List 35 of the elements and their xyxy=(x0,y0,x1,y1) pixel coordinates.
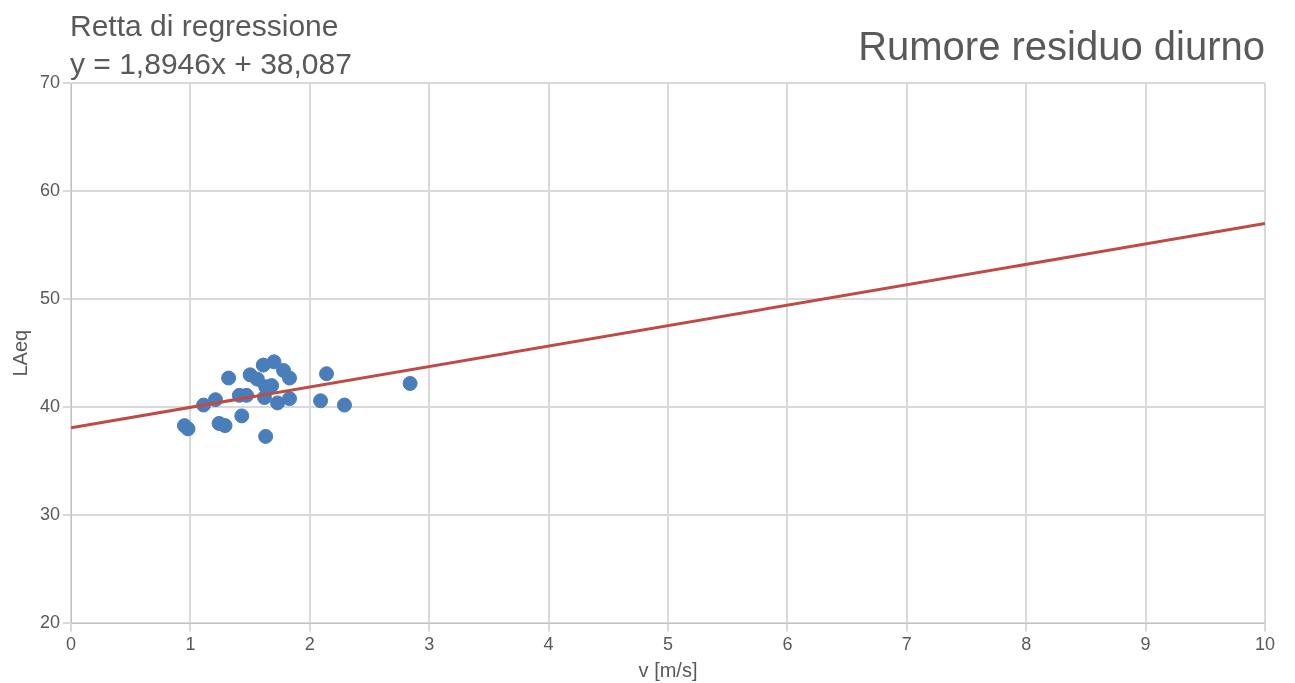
point xyxy=(258,428,274,444)
point xyxy=(270,395,286,411)
x-tick-label: 3 xyxy=(424,634,435,655)
x-tick-label: 7 xyxy=(901,634,912,655)
chart-title: Rumore residuo diurno xyxy=(858,24,1265,69)
y-tick-label: 60 xyxy=(39,180,61,201)
text: Retta di regressione xyxy=(70,9,339,42)
point xyxy=(217,418,233,434)
y-tick-label: 20 xyxy=(39,612,61,633)
x-tick-label: 0 xyxy=(66,634,77,655)
point xyxy=(313,393,329,409)
x-tick-label: 1 xyxy=(185,634,196,655)
y-axis-title: LAeq xyxy=(8,329,31,377)
y-tick-label: 50 xyxy=(39,288,61,309)
point xyxy=(180,421,196,437)
point xyxy=(221,370,237,386)
point xyxy=(282,391,298,407)
y-tick-label: 70 xyxy=(39,71,61,92)
x-tick-label: 6 xyxy=(782,634,793,655)
x-axis-title: v [m/s] xyxy=(638,658,698,681)
y-tick-label: 40 xyxy=(39,396,61,417)
x-tick-label: 9 xyxy=(1140,634,1151,655)
text: y = 1,8946x + 38,087 xyxy=(70,47,352,80)
x-tick-label: 10 xyxy=(1254,634,1276,655)
point xyxy=(282,370,298,386)
point xyxy=(266,354,282,370)
x-tick-label: 8 xyxy=(1021,634,1032,655)
x-tick-label: 2 xyxy=(304,634,315,655)
point xyxy=(319,366,335,382)
x-tick-label: 5 xyxy=(663,634,674,655)
point xyxy=(234,408,250,424)
point xyxy=(402,375,418,391)
x-tick-label: 4 xyxy=(543,634,554,655)
point xyxy=(336,397,352,413)
y-tick-label: 30 xyxy=(39,504,61,525)
